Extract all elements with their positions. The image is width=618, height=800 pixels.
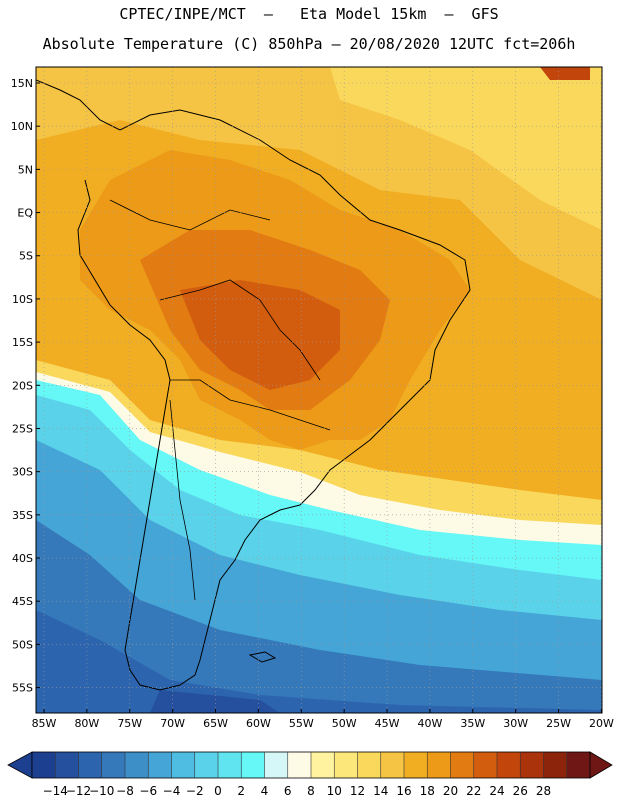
colorbar-label: −2 xyxy=(186,784,204,798)
coastline xyxy=(36,79,471,691)
colorbar-label: −10 xyxy=(89,784,114,798)
lat-tick-label: 20S xyxy=(12,379,33,392)
country-borders-3 xyxy=(109,199,271,231)
colorbar-swatch xyxy=(171,752,196,778)
lon-tick-label: 60W xyxy=(246,717,271,730)
colorbar-swatch xyxy=(125,752,149,778)
colorbar-label: 6 xyxy=(284,784,292,798)
colorbar-swatch xyxy=(287,752,312,778)
colorbar-swatch xyxy=(473,752,498,778)
colorbar-swatch xyxy=(380,752,405,778)
colorbar-swatch xyxy=(311,752,335,778)
colorbar-label: −8 xyxy=(116,784,134,798)
lat-tick-label: 5S xyxy=(19,250,33,263)
colorbar-label: −14 xyxy=(43,784,68,798)
colorbar-swatch xyxy=(334,752,358,778)
colorbar-swatch xyxy=(264,752,289,778)
colorbar-swatch xyxy=(78,752,103,778)
colorbar-label: 28 xyxy=(536,784,551,798)
lon-tick-label: 65W xyxy=(203,717,228,730)
colorbar-over-arrow xyxy=(589,751,613,779)
lon-tick-label: 75W xyxy=(117,717,142,730)
lat-tick-label: EQ xyxy=(17,207,33,220)
colorbar-label: −6 xyxy=(139,784,157,798)
colorbar-label: 12 xyxy=(350,784,365,798)
colorbar-swatch xyxy=(427,752,451,778)
lon-tick-label: 20W xyxy=(589,717,614,730)
colorbar-swatch xyxy=(404,752,428,778)
colorbar-swatch xyxy=(55,752,79,778)
colorbar-swatch xyxy=(148,752,172,778)
lat-tick-label: 15S xyxy=(12,336,33,349)
lat-tick-label: 10S xyxy=(12,293,33,306)
longitude-labels: 85W 80W 75W 70W 65W 60W 55W 50W 45W 40W 35W 30W 25W 2… xyxy=(32,709,614,730)
colorbar-label: −12 xyxy=(66,784,91,798)
colorbar-swatch xyxy=(32,752,56,778)
colorbar-label: 18 xyxy=(420,784,435,798)
lon-tick-label: 30W xyxy=(503,717,528,730)
colorbar-label: 24 xyxy=(489,784,504,798)
lat-tick-label: 35S xyxy=(12,509,33,522)
colorbar-swatch xyxy=(543,752,568,778)
lat-tick-label: 10N xyxy=(11,120,33,133)
colorbar-label: 8 xyxy=(307,784,315,798)
lat-tick-label: 15N xyxy=(11,77,33,90)
lon-tick-label: 80W xyxy=(74,717,99,730)
colorbar-under-arrow xyxy=(7,751,33,779)
map-frame xyxy=(35,66,603,714)
colorbar-label: 26 xyxy=(513,784,528,798)
colorbar-swatch xyxy=(357,752,382,778)
lon-tick-label: 55W xyxy=(289,717,314,730)
colorbar-label: 20 xyxy=(443,784,458,798)
field-band-m8 xyxy=(36,520,602,713)
colorbar-label: 16 xyxy=(396,784,411,798)
colorbar-label: 2 xyxy=(237,784,245,798)
field-band-m12 xyxy=(150,690,280,713)
field-band-m10 xyxy=(36,610,602,713)
colorbar-swatch xyxy=(497,752,521,778)
colorbar xyxy=(7,751,613,779)
colorbar-label: 0 xyxy=(214,784,222,798)
colorbar-swatch xyxy=(450,752,475,778)
colorbar-label: 22 xyxy=(466,784,481,798)
colorbar-swatch xyxy=(101,752,126,778)
lon-tick-label: 35W xyxy=(460,717,485,730)
chart-subtitle: Absolute Temperature (C) 850hPa – 20/08/… xyxy=(42,35,576,53)
lat-tick-label: 45S xyxy=(12,595,33,608)
falklands xyxy=(248,651,277,663)
colorbar-swatch xyxy=(520,752,544,778)
colorbar-swatch xyxy=(241,752,265,778)
chart-title: CPTEC/INPE/MCT – Eta Model 15km – GFS xyxy=(119,5,499,23)
colorbar-swatch xyxy=(194,752,219,778)
country-borders xyxy=(170,379,331,431)
colorbar-label: 4 xyxy=(261,784,269,798)
lat-tick-label: 55S xyxy=(12,682,33,695)
lon-tick-label: 70W xyxy=(160,717,185,730)
lat-tick-label: 5N xyxy=(18,163,33,176)
colorbar-label: 14 xyxy=(373,784,388,798)
colorbar-label: −4 xyxy=(163,784,181,798)
lon-tick-label: 50W xyxy=(332,717,357,730)
colorbar-swatch xyxy=(218,752,242,778)
country-borders-2 xyxy=(159,279,321,381)
field-land-24 xyxy=(180,280,340,390)
latitude-labels: 15N 10N 5N EQ 5S 10S 15S 20S 25S 30S 35S 40S 45S 50S 5… xyxy=(11,77,40,695)
lat-tick-label: 50S xyxy=(12,638,33,651)
temperature-field xyxy=(36,67,602,713)
lon-tick-label: 25W xyxy=(546,717,571,730)
field-band-14 xyxy=(330,67,602,230)
lat-tick-label: 30S xyxy=(12,466,33,479)
lat-tick-label: 25S xyxy=(12,422,33,435)
colorbar-labels: −14−12−10 −8 −6 −4 −2 0 2 4 6 8 10 12 14 16 18 20 22 24 26… xyxy=(43,784,552,798)
colorbar-label: 10 xyxy=(327,784,342,798)
country-borders-4 xyxy=(169,399,196,601)
lon-tick-label: 85W xyxy=(32,717,57,730)
field-hot-spot xyxy=(540,67,590,80)
lon-tick-label: 40W xyxy=(417,717,442,730)
colorbar-swatch xyxy=(566,752,591,778)
lon-tick-label: 45W xyxy=(375,717,400,730)
lat-tick-label: 40S xyxy=(12,552,33,565)
